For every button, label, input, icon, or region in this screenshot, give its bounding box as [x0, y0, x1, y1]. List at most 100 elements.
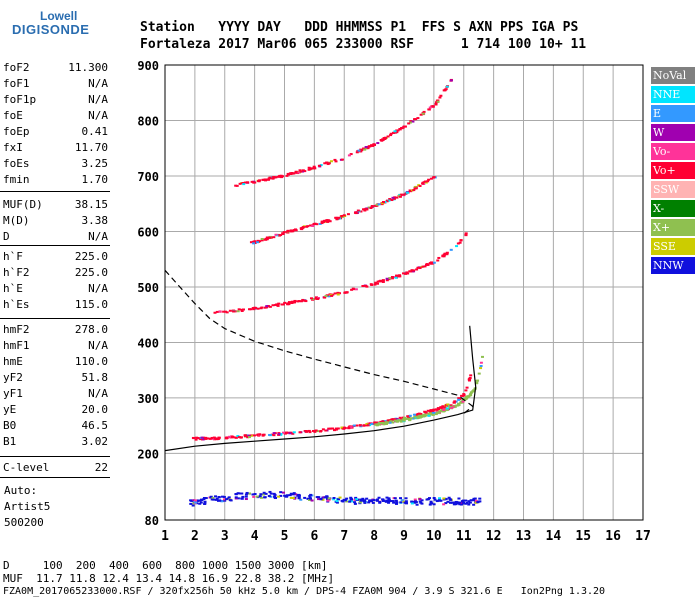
echo-point — [307, 166, 311, 169]
echo-point — [299, 227, 303, 230]
echo-point — [355, 424, 359, 427]
echo-point — [415, 268, 419, 271]
echo-point — [288, 432, 292, 435]
echo-point — [437, 256, 441, 259]
echo-point — [319, 164, 323, 167]
param-value: 225.0 — [74, 250, 108, 263]
echo-point — [289, 230, 293, 233]
echo-point — [395, 274, 399, 277]
echo-point — [395, 196, 399, 199]
echo-point — [403, 501, 407, 504]
echo-point — [412, 189, 416, 192]
echo-point — [467, 395, 471, 398]
echo-point — [388, 277, 392, 280]
echo-point — [445, 253, 449, 256]
echo-point — [436, 411, 440, 414]
echo-point — [428, 410, 432, 413]
echo-point — [240, 492, 244, 495]
echo-point — [432, 408, 436, 411]
echo-point — [202, 498, 206, 501]
echo-point — [305, 225, 309, 228]
echo-point — [406, 417, 410, 420]
echo-point — [204, 437, 208, 440]
echo-point — [301, 226, 305, 229]
echo-point — [223, 499, 227, 502]
echo-point — [299, 498, 303, 501]
echo-point — [312, 167, 316, 170]
echo-point — [326, 220, 330, 223]
echo-point — [277, 302, 281, 305]
echo-point — [453, 405, 457, 408]
echo-point — [265, 236, 269, 239]
echo-point — [258, 240, 262, 243]
echo-point — [385, 279, 389, 282]
echo-point — [334, 427, 338, 430]
echo-point — [272, 236, 276, 239]
param-row-hme: hmE 110.0 — [3, 354, 108, 370]
x-tick-label: 3 — [221, 529, 229, 544]
echo-point — [240, 308, 244, 311]
echo-point — [392, 501, 396, 504]
echo-point — [399, 501, 403, 504]
echo-point — [218, 499, 222, 502]
echo-point — [451, 501, 455, 504]
echo-point — [244, 493, 248, 496]
echo-point — [222, 498, 226, 501]
echo-point — [364, 284, 368, 287]
param-value: 11.300 — [68, 61, 108, 74]
param-label: M(D) — [3, 214, 30, 227]
echo-point — [353, 501, 357, 504]
echo-point — [439, 499, 443, 502]
echo-point — [248, 492, 252, 495]
echo-point — [459, 503, 463, 506]
echo-point — [407, 122, 411, 125]
echo-point — [332, 429, 336, 432]
echo-point — [260, 237, 264, 240]
echo-point — [297, 496, 301, 499]
echo-point — [353, 211, 357, 214]
echo-point — [414, 501, 418, 504]
echo-point — [332, 498, 336, 501]
echo-point — [431, 410, 435, 413]
echo-point — [461, 400, 465, 403]
echo-point — [340, 158, 344, 161]
echo-point — [347, 427, 351, 430]
echo-point — [303, 496, 307, 499]
param-label: fmin — [3, 173, 30, 186]
echo-point — [311, 429, 315, 432]
echo-point — [479, 367, 483, 370]
echo-point — [342, 427, 346, 430]
echo-point — [391, 500, 395, 503]
echo-point — [345, 497, 349, 500]
echo-point — [462, 501, 466, 504]
echo-point — [391, 196, 395, 199]
echo-point — [414, 118, 418, 121]
echo-point — [232, 310, 236, 313]
param-value: N/A — [88, 230, 108, 243]
echo-point — [292, 172, 296, 175]
echo-point — [445, 407, 449, 410]
echo-point — [211, 496, 215, 499]
echo-point — [345, 500, 349, 503]
echo-point — [373, 283, 377, 286]
echo-point — [353, 498, 357, 501]
echo-point — [390, 277, 394, 280]
echo-point — [268, 177, 272, 180]
echo-point — [429, 500, 433, 503]
echo-point — [393, 130, 397, 133]
echo-point — [322, 221, 326, 224]
param-row-hmf1: hmF1 N/A — [3, 338, 108, 354]
echo-point — [410, 500, 414, 503]
echo-point — [464, 502, 468, 505]
echo-point — [429, 177, 433, 180]
echo-point — [368, 424, 372, 427]
echo-point — [220, 500, 224, 503]
echo-point — [288, 172, 292, 175]
echo-point — [353, 502, 357, 505]
echo-point — [231, 435, 235, 438]
echo-point — [387, 500, 391, 503]
echo-point — [379, 420, 383, 423]
footer-muf-row: MUF 11.7 11.8 12.4 13.4 14.8 16.9 22.8 3… — [3, 572, 335, 585]
echo-point — [369, 206, 373, 209]
echo-point — [237, 308, 241, 311]
